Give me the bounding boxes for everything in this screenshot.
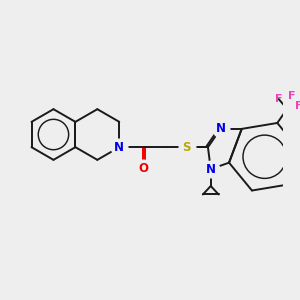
- Text: O: O: [138, 162, 148, 175]
- Text: F: F: [288, 91, 295, 101]
- Text: N: N: [206, 163, 216, 176]
- Text: F: F: [275, 94, 282, 104]
- Text: N: N: [114, 141, 124, 154]
- Text: S: S: [183, 141, 191, 154]
- Text: F: F: [295, 101, 300, 111]
- Text: N: N: [216, 122, 226, 135]
